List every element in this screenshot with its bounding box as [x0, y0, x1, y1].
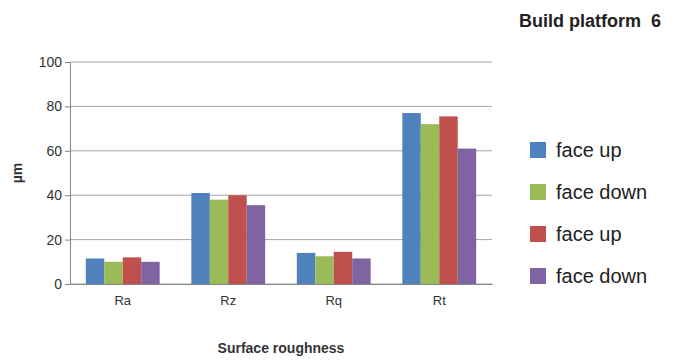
bar: [315, 256, 333, 284]
y-tick: 60: [46, 143, 70, 159]
legend-label: face down: [556, 265, 647, 287]
legend-label: face up: [556, 223, 622, 245]
x-axis-line: [71, 284, 493, 285]
grid: [70, 62, 492, 284]
y-tick: 100: [39, 54, 70, 70]
x-tick: Rt: [433, 284, 446, 308]
title: Build platform 6: [519, 11, 661, 31]
bar: [402, 113, 420, 284]
legend: face up face down face up face down: [530, 139, 647, 287]
x-axis-title: Surface roughness: [218, 340, 345, 356]
bar: [141, 262, 159, 284]
bar-series: [104, 124, 439, 284]
x-tick-label: Rz: [220, 293, 236, 308]
bar-series: [141, 149, 476, 284]
plot: 0 20 40 60 80 100 Ra Rz Rq Rt: [39, 54, 493, 308]
grid-line: [70, 62, 492, 63]
bar: [104, 262, 122, 284]
y-tick-label: 60: [46, 143, 62, 159]
bar: [439, 116, 457, 284]
x-tick: Rz: [220, 284, 236, 308]
x-tick-label: Rt: [433, 293, 446, 308]
y-tick-label: 20: [46, 232, 62, 248]
y-axis-line: [70, 63, 71, 285]
legend-item: face down: [530, 181, 647, 203]
x-axis: Ra Rz Rq Rt: [71, 284, 493, 308]
bar: [297, 253, 315, 284]
y-tick-mark: [65, 284, 70, 285]
y-tick: 40: [46, 187, 70, 203]
chart: 0 20 40 60 80 100 Ra Rz Rq Rt Build platform 6 Surf…: [0, 0, 685, 361]
legend-swatch: [530, 184, 546, 200]
bar: [123, 257, 141, 284]
x-tick: Ra: [114, 284, 131, 308]
bar: [421, 124, 439, 284]
bar: [191, 193, 209, 284]
y-tick: 0: [54, 276, 70, 292]
grid-line: [70, 106, 492, 107]
y-tick: 80: [46, 98, 70, 114]
bar: [352, 258, 370, 284]
y-tick-mark: [65, 240, 70, 241]
y-tick-mark: [65, 62, 70, 63]
legend-item: face up: [530, 139, 622, 161]
x-tick-label: Rq: [325, 293, 342, 308]
bars: [86, 113, 476, 284]
bar: [228, 195, 246, 284]
legend-swatch: [530, 268, 546, 284]
bar: [458, 149, 476, 284]
legend-item: face up: [530, 223, 622, 245]
y-tick-label: 100: [39, 54, 63, 70]
y-axis: 0 20 40 60 80 100: [39, 54, 71, 292]
y-tick-label: 80: [46, 98, 62, 114]
y-tick-mark: [65, 195, 70, 196]
legend-label: face up: [556, 139, 622, 161]
y-tick-label: 0: [54, 276, 62, 292]
y-tick-mark: [65, 151, 70, 152]
legend-swatch: [530, 142, 546, 158]
bar: [86, 258, 104, 284]
bar: [247, 205, 265, 284]
x-tick: Rq: [325, 284, 342, 308]
y-axis-title: µm: [9, 163, 25, 184]
bar-series: [123, 116, 458, 284]
bar: [334, 252, 352, 284]
x-tick-label: Ra: [114, 293, 131, 308]
legend-item: face down: [530, 265, 647, 287]
y-tick-mark: [65, 106, 70, 107]
bar: [210, 200, 228, 284]
y-tick: 20: [46, 232, 70, 248]
y-tick-label: 40: [46, 187, 62, 203]
legend-label: face down: [556, 181, 647, 203]
bar-series: [86, 113, 421, 284]
legend-swatch: [530, 226, 546, 242]
